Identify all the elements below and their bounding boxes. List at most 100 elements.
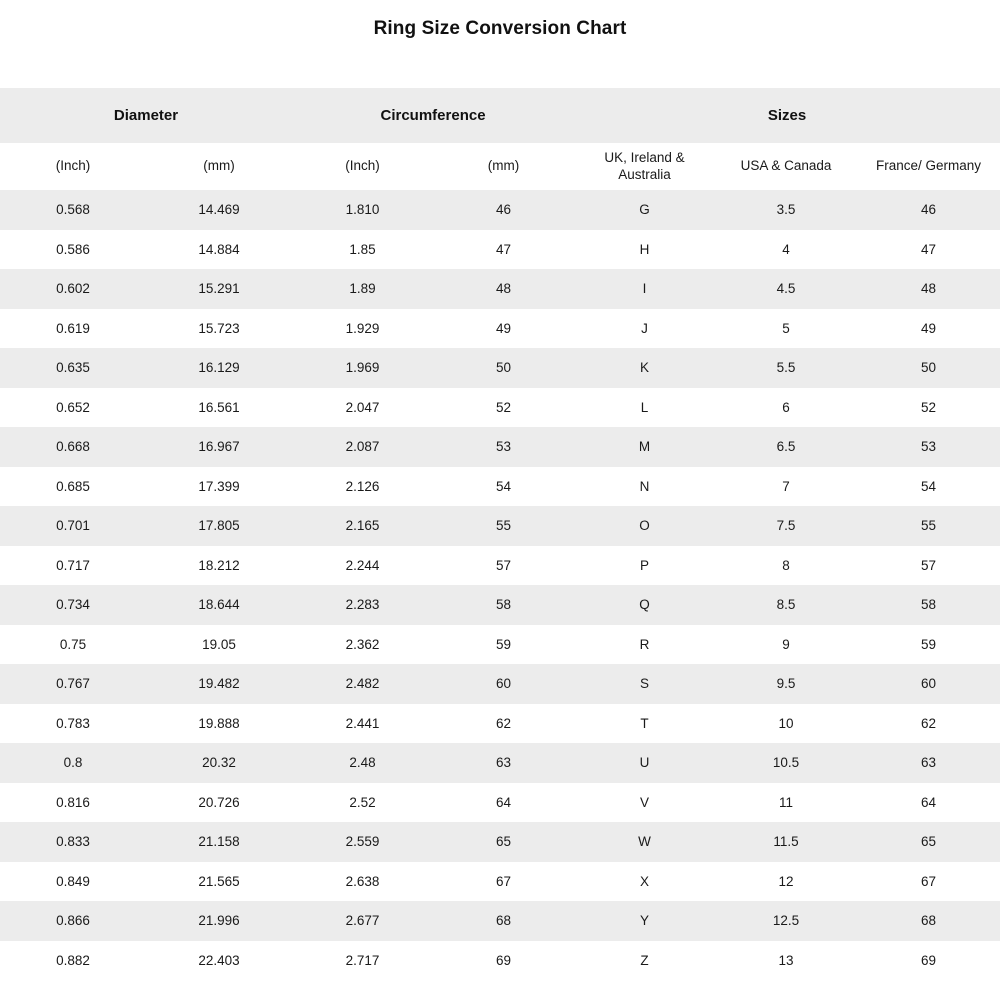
table-cell: 50 (496, 360, 512, 376)
table-cell: S (640, 676, 650, 692)
table-row: 0.619 15.723 1.929 49 J 5 49 (0, 308, 1000, 348)
table-cell: 50 (921, 360, 937, 376)
table-row: 0.635 16.129 1.969 50 K 5.5 50 (0, 348, 1000, 388)
table-cell: P (640, 557, 650, 573)
table-cell: 69 (921, 952, 937, 968)
table-cell: 8.5 (776, 597, 796, 613)
table-cell: 65 (921, 834, 937, 850)
table-row: 0.602 15.291 1.89 48 I 4.5 48 (0, 269, 1000, 309)
table-cell: 19.05 (202, 636, 236, 652)
table-cell: 68 (496, 913, 512, 929)
table-cell: 1.89 (349, 281, 376, 297)
table-cell: 2.638 (345, 873, 380, 889)
table-row: 0.816 20.726 2.52 64 V 11 64 (0, 782, 1000, 822)
table-cell: 0.619 (56, 320, 90, 336)
column-header-7: France/ Germany (876, 158, 982, 174)
table-row: 0.568 14.469 1.810 46 G 3.5 46 (0, 190, 1000, 230)
table-cell: 47 (496, 241, 512, 257)
table-cell: 0.849 (56, 873, 90, 889)
table-cell: 0.882 (56, 952, 90, 968)
page-title: Ring Size Conversion Chart (373, 18, 627, 39)
table-cell: 5 (782, 320, 790, 336)
table-cell: 2.087 (345, 439, 380, 455)
table-row: 0.767 19.482 2.482 60 S 9.5 60 (0, 664, 1000, 704)
table-cell: W (638, 834, 651, 850)
table-cell: 9 (782, 636, 790, 652)
table-cell: 0.668 (56, 439, 90, 455)
table-row: 0.668 16.967 2.087 53 M 6.5 53 (0, 427, 1000, 467)
table-cell: 0.685 (56, 478, 90, 494)
table-row: 0.586 14.884 1.85 47 H 4 47 (0, 229, 1000, 269)
table-cell: 58 (921, 597, 937, 613)
table-cell: 9.5 (776, 676, 796, 692)
table-cell: 3.5 (776, 202, 796, 218)
table-cell: 0.866 (56, 913, 90, 929)
table-cell: O (639, 518, 650, 534)
table-cell: 2.362 (345, 636, 380, 652)
table-cell: 1.969 (345, 360, 380, 376)
table-cell: 54 (921, 478, 937, 494)
table-cell: 0.75 (59, 636, 87, 652)
table-cell: 12 (778, 873, 794, 889)
table-cell: Y (640, 913, 650, 929)
table-cell: 2.244 (345, 557, 380, 573)
table-cell: 10 (778, 715, 794, 731)
table-cell: 18.644 (198, 597, 240, 613)
table-cell: 67 (496, 873, 512, 889)
table-row: 0.75 19.05 2.362 59 R 9 59 (0, 624, 1000, 664)
table-cell: 5.5 (776, 360, 796, 376)
table-cell: L (640, 399, 649, 415)
table-row: 0.734 18.644 2.283 58 Q 8.5 58 (0, 585, 1000, 625)
table-cell: 2.165 (345, 518, 380, 534)
table-cell: 14.469 (198, 202, 240, 218)
table-cell: 2.48 (349, 755, 376, 771)
table-cell: 0.602 (56, 281, 90, 297)
table-cell: 65 (496, 834, 512, 850)
table-cell: 58 (496, 597, 512, 613)
table-cell: 0.635 (56, 360, 90, 376)
table-cell: 1.85 (349, 241, 376, 257)
table-cell: U (639, 755, 650, 771)
table-cell: T (640, 715, 649, 731)
table-cell: 60 (496, 676, 512, 692)
table-cell: 19.888 (198, 715, 240, 731)
table-cell: 57 (921, 557, 937, 573)
table-cell: 49 (496, 320, 512, 336)
table-cell: 0.816 (56, 794, 90, 810)
table-cell: 59 (921, 636, 937, 652)
table-cell: 55 (921, 518, 937, 534)
group-header-row: Diameter Circumference Sizes (0, 88, 1000, 143)
table-cell: 69 (496, 952, 512, 968)
table-cell: 46 (921, 202, 937, 218)
table-row: 0.783 19.888 2.441 62 T 10 62 (0, 703, 1000, 743)
table-cell: 47 (921, 241, 937, 257)
table-cell: 10.5 (772, 755, 800, 771)
table-cell: 16.561 (198, 399, 240, 415)
table-cell: 20.726 (198, 794, 240, 810)
table-row: 0.833 21.158 2.559 65 W 11.5 65 (0, 822, 1000, 862)
table-cell: 63 (921, 755, 937, 771)
table-cell: 4 (782, 241, 790, 257)
table-cell: 15.291 (198, 281, 240, 297)
column-header-3: (Inch) (345, 158, 380, 174)
table-row: 0.652 16.561 2.047 52 L 6 52 (0, 387, 1000, 427)
group-header-sizes: Sizes (767, 107, 807, 124)
table-cell: 17.805 (198, 518, 240, 534)
table-cell: 52 (921, 399, 937, 415)
table-cell: 57 (496, 557, 512, 573)
table-cell: 16.967 (198, 439, 240, 455)
table-cell: 60 (921, 676, 937, 692)
table-cell: 55 (496, 518, 512, 534)
table-cell: 7.5 (776, 518, 796, 534)
table-row: 0.882 22.403 2.717 69 Z 13 69 (0, 940, 1000, 980)
table-cell: 2.677 (345, 913, 380, 929)
column-header-1: (Inch) (55, 158, 91, 174)
table-cell: 21.158 (198, 834, 240, 850)
table-cell: V (640, 794, 650, 810)
table-row: 0.717 18.212 2.244 57 P 8 57 (0, 545, 1000, 585)
table-cell: 63 (496, 755, 512, 771)
column-header-4: (mm) (487, 158, 520, 174)
column-header-6: USA & Canada (740, 158, 832, 174)
table-cell: 48 (921, 281, 937, 297)
